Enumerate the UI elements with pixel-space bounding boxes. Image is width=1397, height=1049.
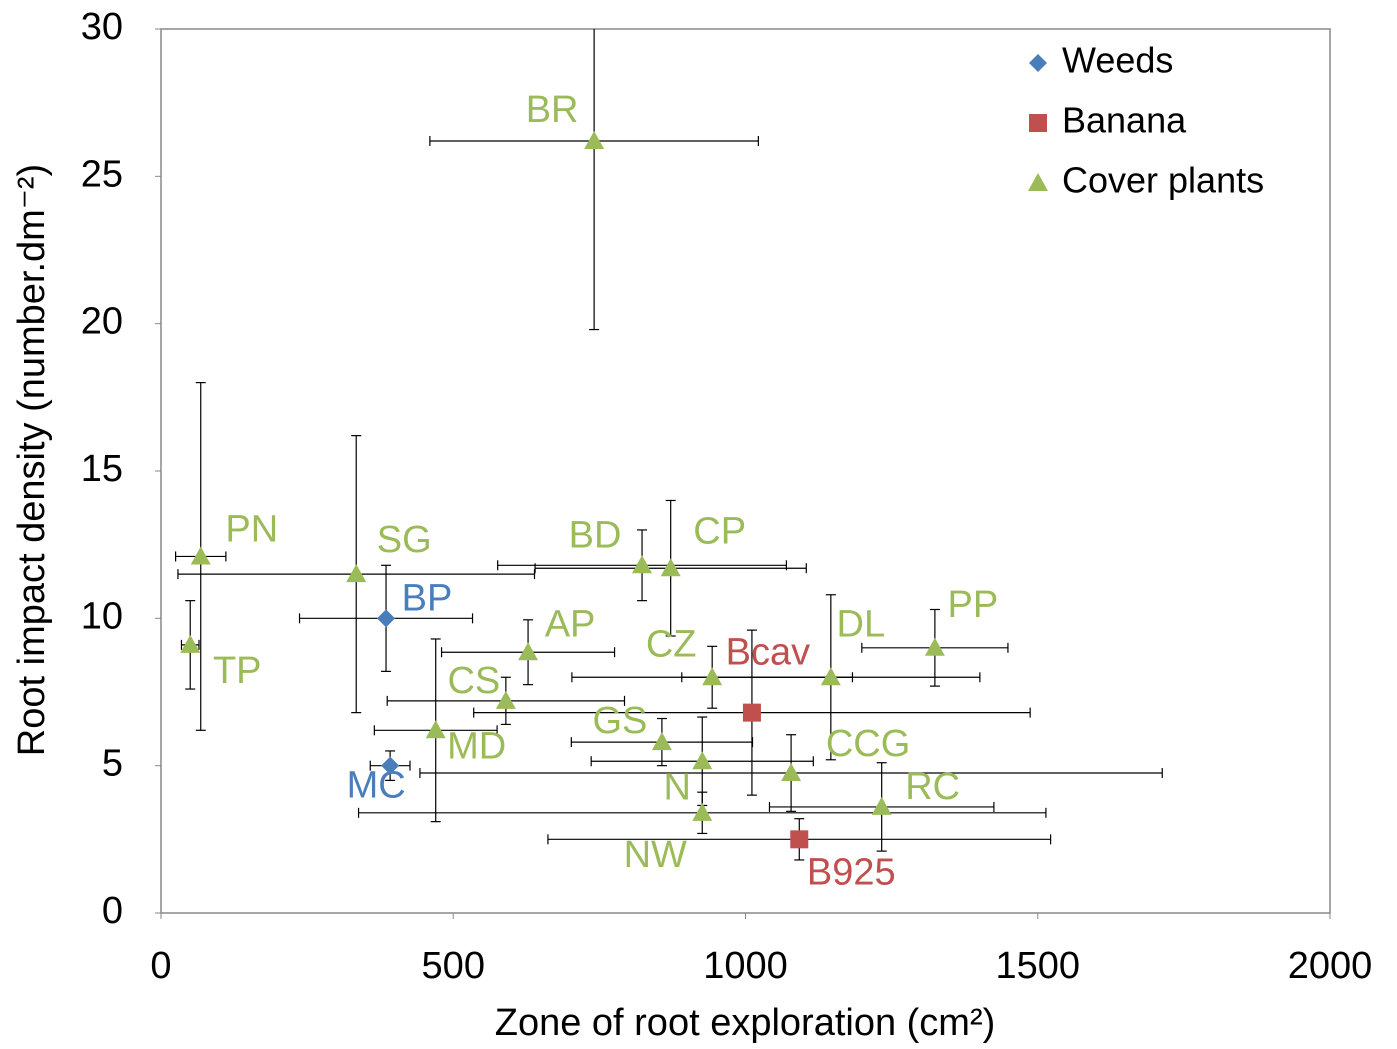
x-tick-label: 2000 xyxy=(1288,945,1373,987)
point-label: PP xyxy=(948,584,999,626)
point-label: AP xyxy=(545,603,596,645)
point-label: SG xyxy=(377,519,432,561)
point xyxy=(651,732,672,751)
point xyxy=(692,751,713,770)
legend-label: Cover plants xyxy=(1062,160,1264,201)
point-label: PN xyxy=(225,508,278,550)
y-tick-label: 0 xyxy=(102,890,123,932)
point-label: NW xyxy=(624,834,687,876)
point-label: MD xyxy=(447,725,506,767)
point-label: DL xyxy=(837,603,886,645)
point xyxy=(820,667,841,686)
point xyxy=(632,555,653,574)
x-tick-label: 0 xyxy=(150,945,171,987)
point-label: N xyxy=(664,766,691,808)
point xyxy=(180,634,201,653)
point-label: BP xyxy=(402,577,453,619)
x-tick-label: 1000 xyxy=(703,945,788,987)
point-label: BR xyxy=(526,89,579,131)
legend-label: Weeds xyxy=(1062,40,1173,81)
y-axis-label: Root impact density (number.dm⁻²) xyxy=(11,164,53,756)
y-tick-label: 10 xyxy=(81,595,123,637)
point xyxy=(495,690,516,709)
point xyxy=(924,637,945,656)
point-label: Bcav xyxy=(726,632,810,674)
point xyxy=(692,802,713,821)
legend-marker xyxy=(1029,114,1047,132)
y-tick-label: 20 xyxy=(81,301,123,343)
error-bars xyxy=(175,29,1163,861)
point-label: GS xyxy=(592,700,647,742)
point xyxy=(346,564,367,583)
point-label: CP xyxy=(693,510,746,552)
point-label: CCG xyxy=(826,723,910,765)
x-axis-label: Zone of root exploration (cm²) xyxy=(495,1002,996,1044)
point-label: B925 xyxy=(807,851,896,893)
point xyxy=(702,667,723,686)
y-tick-label: 30 xyxy=(81,6,123,48)
point-label: MC xyxy=(347,765,406,807)
point xyxy=(742,703,761,722)
point xyxy=(518,642,539,661)
point xyxy=(871,796,892,815)
point-label: CZ xyxy=(646,623,697,665)
point xyxy=(790,830,809,849)
point xyxy=(660,558,681,577)
point xyxy=(781,763,802,782)
y-tick-label: 15 xyxy=(81,448,123,490)
x-tick-label: 1500 xyxy=(995,945,1080,987)
point xyxy=(377,609,396,628)
point-label: TP xyxy=(213,650,262,692)
legend-marker xyxy=(1029,54,1047,72)
y-tick-label: 5 xyxy=(102,743,123,785)
y-tick-label: 25 xyxy=(81,153,123,195)
x-tick-label: 500 xyxy=(422,945,485,987)
legend-marker xyxy=(1028,173,1048,191)
point xyxy=(381,756,400,775)
point-label: RC xyxy=(905,766,960,808)
point xyxy=(425,720,446,739)
point-label: BD xyxy=(569,514,622,556)
legend-label: Banana xyxy=(1062,100,1187,141)
point xyxy=(190,546,211,565)
point xyxy=(584,130,605,149)
point-label: CS xyxy=(447,660,500,702)
